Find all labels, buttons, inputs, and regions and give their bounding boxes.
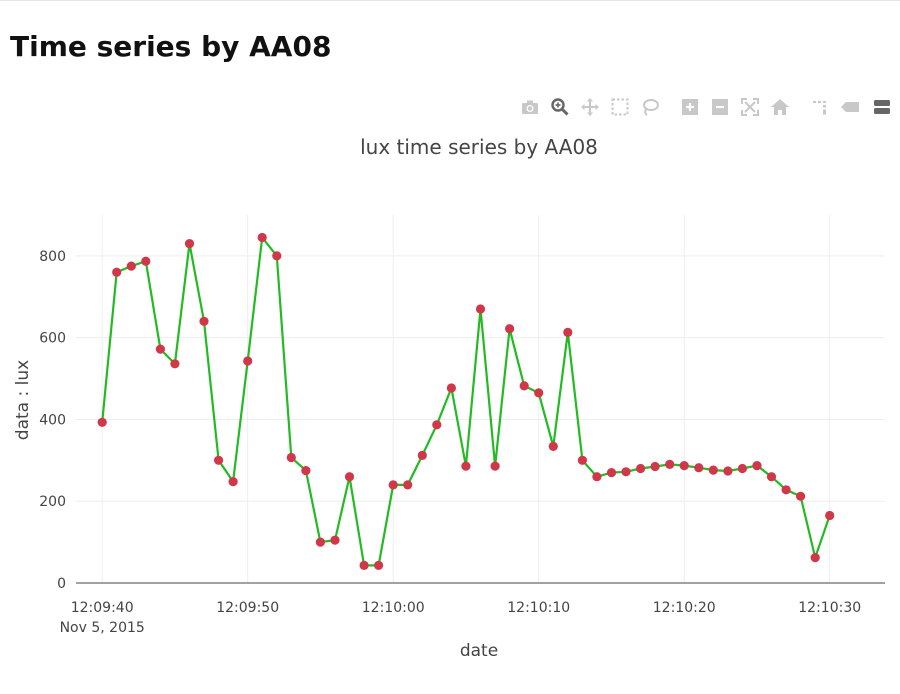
data-point[interactable] [505,324,515,334]
data-point[interactable] [170,359,180,369]
data-point[interactable] [563,327,573,337]
data-point[interactable] [257,232,267,243]
data-point[interactable] [330,535,340,545]
data-point[interactable] [781,485,791,495]
data-point[interactable] [708,465,718,475]
data-point[interactable] [548,441,558,451]
zoom-in-icon[interactable] [675,92,705,122]
top-rule [0,0,900,1]
lasso-icon[interactable] [635,92,665,122]
data-point[interactable] [694,463,704,473]
data-point[interactable] [141,256,151,266]
data-point[interactable] [796,491,806,501]
chart-title: lux time series by AA08 [360,135,598,159]
data-point[interactable] [344,472,355,482]
y-tick-label: 600 [39,331,66,347]
camera-icon[interactable] [515,92,545,122]
data-point[interactable] [243,356,253,366]
data-point[interactable] [825,510,835,521]
y-tick-label: 400 [39,412,66,428]
modebar [515,92,895,122]
data-point[interactable] [184,239,195,249]
data-point[interactable] [636,463,646,474]
data-point[interactable] [723,466,733,476]
data-point[interactable] [388,480,398,490]
y-axis-title: data : lux [13,360,33,440]
data-point[interactable] [519,381,529,391]
data-point[interactable] [199,316,209,326]
data-point[interactable] [228,477,238,487]
spike-lines-icon[interactable] [805,92,835,122]
pan-icon[interactable] [575,92,605,122]
y-axis-ticks: 0 200 400 600 800 [39,249,66,592]
x-tick-label: 12:09:40 [71,600,134,616]
home-icon[interactable] [765,92,795,122]
y-tick-label: 0 [57,576,66,592]
data-point[interactable] [534,388,544,398]
x-axis-ticks: 12:09:40 Nov 5, 2015 12:09:50 12:10:00 12:10… [60,600,862,636]
y-tick-label: 800 [39,249,66,265]
autoscale-icon[interactable] [735,92,765,122]
x-tick-label: 12:10:20 [653,600,716,616]
x-tick-label: 12:09:50 [216,600,279,616]
data-point[interactable] [126,261,136,271]
hover-closest-icon[interactable] [835,92,865,122]
x-tick-label: 12:10:10 [507,600,570,616]
data-point[interactable] [112,267,122,277]
data-point[interactable] [810,553,820,563]
x-tick-label: 12:10:30 [798,600,861,616]
y-tick-label: 200 [39,494,66,510]
data-point[interactable] [665,459,675,469]
data-point[interactable] [621,467,631,477]
box-select-icon[interactable] [605,92,635,122]
data-points[interactable] [97,232,835,571]
data-point[interactable] [592,472,602,482]
data-point[interactable] [446,383,456,393]
data-point[interactable] [315,537,325,547]
zoom-out-icon[interactable] [705,92,735,122]
x-tick-sublabel: Nov 5, 2015 [60,620,145,636]
data-point[interactable] [737,463,748,474]
data-point[interactable] [752,461,762,471]
zoom-icon[interactable] [545,92,575,122]
data-point[interactable] [359,560,369,571]
grid [76,215,885,583]
data-point[interactable] [417,450,427,460]
data-point[interactable] [606,468,617,478]
series-line [101,234,831,567]
data-point[interactable] [432,420,442,430]
data-point[interactable] [374,560,384,571]
data-point[interactable] [475,304,486,314]
data-point[interactable] [286,452,296,463]
data-point[interactable] [490,461,500,471]
data-point[interactable] [766,472,777,482]
data-point[interactable] [650,461,660,472]
x-axis-title: date [460,641,498,661]
data-point[interactable] [97,417,107,427]
data-point[interactable] [577,455,588,465]
data-point[interactable] [214,455,224,465]
hover-compare-icon[interactable] [865,92,895,122]
data-point[interactable] [155,344,165,354]
data-point[interactable] [461,461,471,471]
data-point[interactable] [403,480,413,490]
data-point[interactable] [679,461,689,471]
x-tick-label: 12:10:00 [362,600,425,616]
data-point[interactable] [301,466,311,476]
data-point[interactable] [272,251,282,261]
page-title: Time series by AA08 [10,30,332,63]
